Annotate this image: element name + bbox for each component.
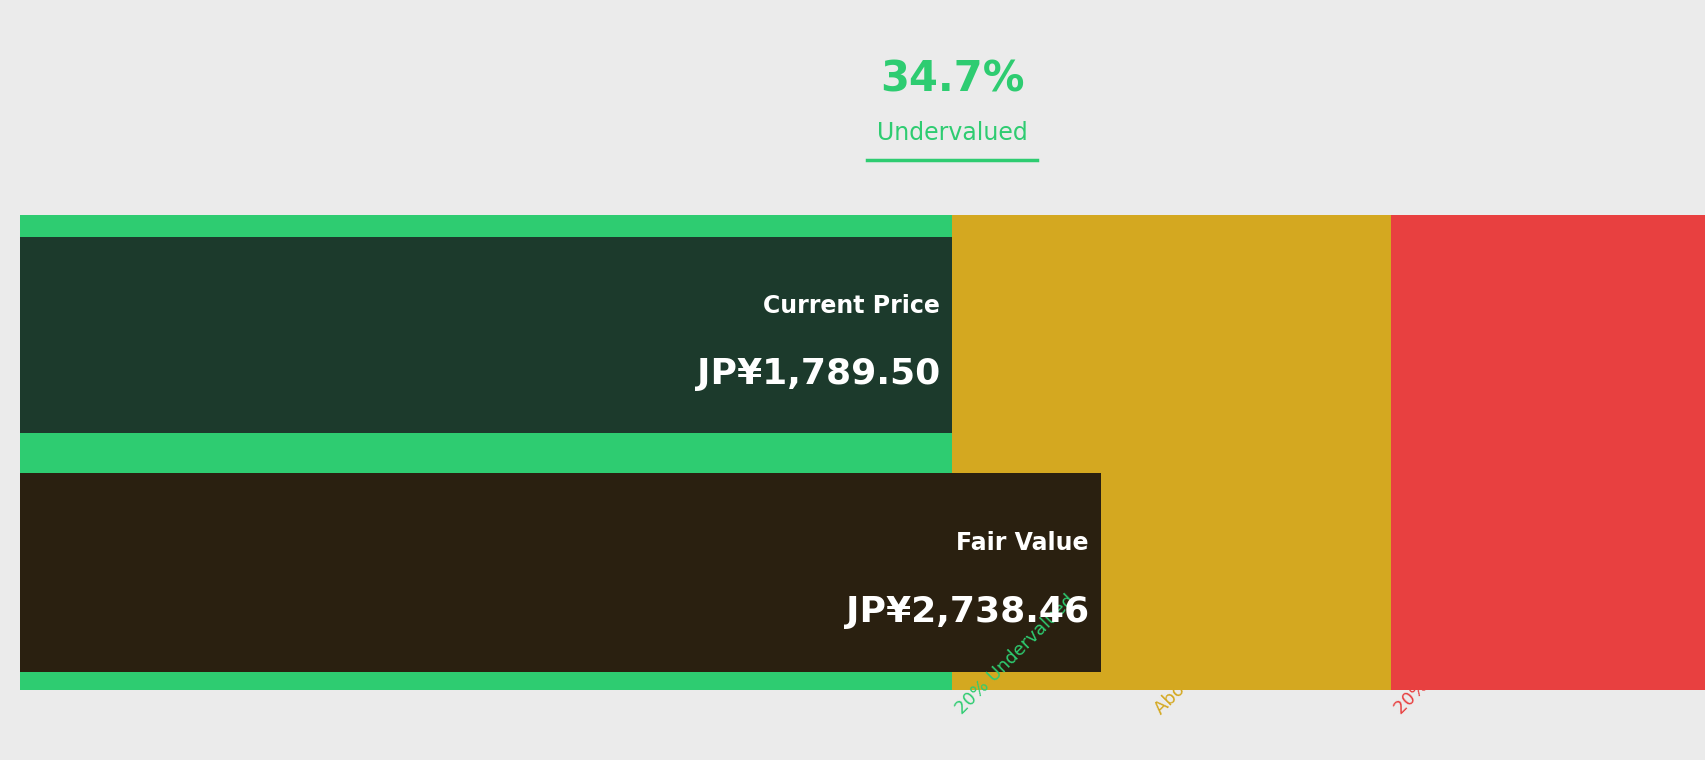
Text: Undervalued: Undervalued — [876, 121, 1026, 145]
Text: 34.7%: 34.7% — [880, 59, 1025, 101]
Bar — [20, 237, 951, 433]
Text: JP¥2,738.46: JP¥2,738.46 — [846, 595, 1088, 629]
Bar — [20, 473, 1100, 672]
Bar — [951, 455, 1390, 690]
Bar — [20, 215, 951, 455]
Text: JP¥1,789.50: JP¥1,789.50 — [697, 357, 939, 391]
Bar — [20, 455, 951, 690]
Text: 20% Undervalued: 20% Undervalued — [951, 591, 1078, 717]
Text: Fair Value: Fair Value — [957, 530, 1088, 555]
Bar — [1390, 215, 1705, 455]
Bar — [1390, 455, 1705, 690]
Bar — [951, 215, 1390, 455]
Text: 20% Overvalued: 20% Overvalued — [1390, 599, 1509, 717]
Text: Current Price: Current Price — [764, 293, 939, 318]
Text: About Right: About Right — [1151, 630, 1240, 717]
